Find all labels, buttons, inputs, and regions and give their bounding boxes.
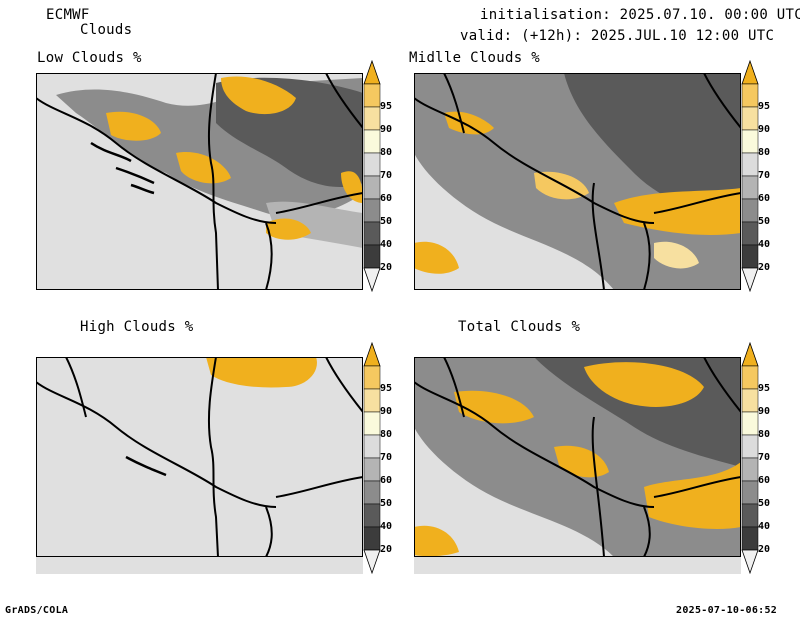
colorbar-tick-label: 40 <box>380 521 393 532</box>
colorbar-segment <box>363 83 381 108</box>
colorbar-tick-label: 20 <box>380 544 393 555</box>
colorbar-segment <box>363 480 381 505</box>
colorbar-top-arrow <box>741 60 759 85</box>
colorbar-top-arrow <box>363 342 381 367</box>
colorbar-segment <box>363 152 381 177</box>
colorbar-segment <box>741 434 759 459</box>
colorbar-segment <box>741 106 759 131</box>
panel-title-total: Total Clouds % <box>458 319 581 335</box>
colorbar-segment <box>741 221 759 246</box>
colorbar-segment <box>363 365 381 390</box>
colorbar-segment <box>363 434 381 459</box>
colorbar-segment <box>363 526 381 551</box>
colorbar-top-arrow <box>363 60 381 85</box>
colorbar-tick-label: 90 <box>758 406 771 417</box>
colorbar-tick-label: 70 <box>380 170 393 181</box>
colorbar-tick-label: 90 <box>758 124 771 135</box>
map-total-clouds <box>414 357 741 574</box>
colorbar-segment <box>363 411 381 436</box>
colorbar-tick-label: 95 <box>758 383 771 394</box>
colorbar-tick-label: 70 <box>758 170 771 181</box>
colorbar-tick-label: 90 <box>380 124 393 135</box>
colorbar-high: 95 90 80 70 60 50 40 20 <box>363 342 403 574</box>
colorbar-top-arrow <box>741 342 759 367</box>
colorbar-segment <box>741 457 759 482</box>
footer-credit: GrADS/COLA <box>5 605 69 616</box>
colorbar-segment <box>741 388 759 413</box>
colorbar-tick-label: 50 <box>758 216 771 227</box>
colorbar-tick-label: 80 <box>380 429 393 440</box>
colorbar-segment <box>741 480 759 505</box>
colorbar-segment <box>741 198 759 223</box>
panel-title-high: High Clouds % <box>80 319 194 335</box>
map-high-clouds <box>36 357 363 574</box>
colorbar-segment <box>363 106 381 131</box>
colorbar-segment <box>363 457 381 482</box>
colorbar-tick-label: 90 <box>380 406 393 417</box>
colorbar-segment <box>363 388 381 413</box>
colorbar-segment <box>363 175 381 200</box>
colorbar-tick-label: 80 <box>380 147 393 158</box>
colorbar-tick-label: 40 <box>758 521 771 532</box>
colorbar-segment <box>741 175 759 200</box>
colorbar-tick-label: 60 <box>380 193 393 204</box>
colorbar-tick-label: 95 <box>380 383 393 394</box>
colorbar-tick-label: 50 <box>758 498 771 509</box>
colorbar-segment <box>363 221 381 246</box>
colorbar-tick-label: 60 <box>758 193 771 204</box>
footer-timestamp: 2025-07-10-06:52 <box>676 605 778 616</box>
colorbar-segment <box>741 152 759 177</box>
colorbar-bottom-arrow <box>741 267 759 292</box>
colorbar-tick-label: 40 <box>380 239 393 250</box>
product-label: Clouds <box>80 22 133 38</box>
colorbar-tick-label: 95 <box>758 101 771 112</box>
colorbar-tick-label: 60 <box>380 475 393 486</box>
colorbar-tick-label: 20 <box>758 262 771 273</box>
colorbar-middle: 95 90 80 70 60 50 40 20 <box>741 60 781 292</box>
map-low-clouds <box>36 73 363 290</box>
colorbar-tick-label: 50 <box>380 216 393 227</box>
valid-time: valid: (+12h): 2025.JUL.10 12:00 UTC <box>460 28 775 44</box>
colorbar-segment <box>741 83 759 108</box>
model-label: ECMWF <box>46 7 90 23</box>
colorbar-tick-label: 80 <box>758 429 771 440</box>
colorbar-bottom-arrow <box>363 549 381 574</box>
colorbar-tick-label: 40 <box>758 239 771 250</box>
panel-title-low: Low Clouds % <box>37 50 142 66</box>
panel-title-middle: Midlle Clouds % <box>409 50 540 66</box>
colorbar-segment <box>741 411 759 436</box>
colorbar-segment <box>363 503 381 528</box>
colorbar-bottom-arrow <box>363 267 381 292</box>
colorbar-segment <box>741 129 759 154</box>
colorbar-low: 95 90 80 70 60 50 40 20 <box>363 60 403 292</box>
colorbar-tick-label: 70 <box>758 452 771 463</box>
colorbar-segment <box>363 244 381 269</box>
colorbar-total: 95 90 80 70 60 50 40 20 <box>741 342 781 574</box>
init-time: initialisation: 2025.07.10. 00:00 UTC <box>480 7 800 23</box>
colorbar-tick-label: 50 <box>380 498 393 509</box>
colorbar-segment <box>363 198 381 223</box>
colorbar-segment <box>363 129 381 154</box>
colorbar-segment <box>741 503 759 528</box>
map-middle-clouds <box>414 73 741 290</box>
colorbar-tick-label: 80 <box>758 147 771 158</box>
colorbar-tick-label: 70 <box>380 452 393 463</box>
colorbar-tick-label: 20 <box>380 262 393 273</box>
colorbar-tick-label: 20 <box>758 544 771 555</box>
colorbar-segment <box>741 244 759 269</box>
colorbar-segment <box>741 365 759 390</box>
colorbar-segment <box>741 526 759 551</box>
colorbar-tick-label: 60 <box>758 475 771 486</box>
colorbar-bottom-arrow <box>741 549 759 574</box>
colorbar-tick-label: 95 <box>380 101 393 112</box>
